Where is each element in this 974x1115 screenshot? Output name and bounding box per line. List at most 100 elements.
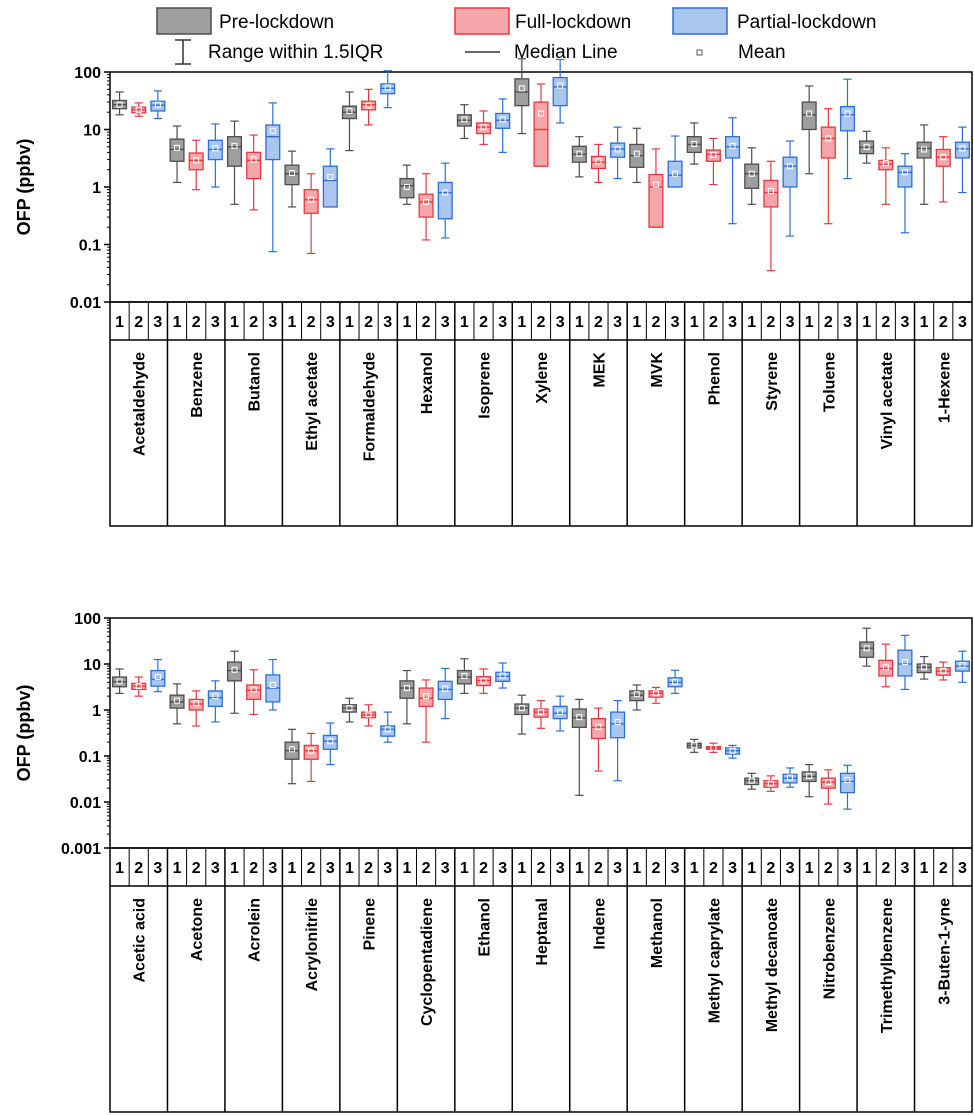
box-2-12 [841,79,855,178]
group-number-label: 1 [173,314,182,331]
group-number-label: 1 [173,860,182,877]
box-1-3 [304,733,318,781]
group-number-label: 2 [479,860,488,877]
box-2-9 [668,670,682,693]
legend-label-full: Full-lockdown [515,12,631,33]
box-1-7 [534,84,548,166]
group-number-label: 1 [345,314,354,331]
group-number-label: 2 [766,860,775,877]
group-number-label: 3 [383,314,392,331]
box-0-9 [630,685,644,710]
group-number-label: 1 [575,314,584,331]
group-number-label: 3 [958,314,967,331]
group-number-label: 2 [537,860,546,877]
box-body [189,153,203,170]
group-number-label: 2 [192,860,201,877]
y-tick-label: 0.001 [61,841,101,858]
box-1-1 [189,140,203,189]
group-number-label: 1 [230,314,239,331]
box-0-4 [343,92,357,151]
box-0-7 [515,695,529,734]
category-label: MVK [649,352,666,388]
legend-label-median: Median Line [514,42,618,63]
box-0-11 [745,148,759,204]
y-tick-label: 10 [83,657,101,674]
box-body [668,161,682,187]
group-number-label: 3 [153,314,162,331]
category-label: Butanol [247,352,264,412]
group-number-label: 3 [268,860,277,877]
category-label: Methyl decanoate [764,898,781,1032]
box-body [400,179,414,198]
group-number-label: 2 [307,860,316,877]
box-2-7 [553,59,567,122]
box-1-14 [936,137,950,202]
category-label: Ethyl acetate [304,352,321,451]
box-1-11 [764,776,778,792]
legend: Pre-lockdown Full-lockdown Partial-lockd… [157,8,876,64]
box-body [821,127,835,158]
group-number-label: 2 [594,860,603,877]
category-label: Methanol [649,898,666,968]
box-body [247,152,261,178]
box-0-3 [285,729,299,783]
box-1-13 [879,148,893,204]
box-body [304,745,318,759]
box-0-6 [457,105,471,139]
group-number-label: 1 [920,314,929,331]
group-number-label: 3 [843,860,852,877]
box-0-6 [457,659,471,694]
box-0-1 [170,684,184,724]
group-number-label: 1 [517,314,526,331]
box-1-9 [649,149,663,227]
box-2-5 [438,668,452,718]
category-label: Isoprene [477,352,494,419]
box-0-2 [228,121,242,204]
group-number-label: 1 [517,860,526,877]
group-number-label: 2 [824,314,833,331]
box-1-6 [477,111,491,144]
box-body [438,182,452,218]
group-number-label: 3 [613,860,622,877]
box-body [228,137,242,167]
category-label: Toluene [821,352,838,412]
y-tick-label: 0.1 [79,238,101,255]
box-0-2 [228,651,242,713]
group-number-label: 1 [690,860,699,877]
category-table [110,302,972,526]
box-1-11 [764,161,778,270]
group-number-label: 2 [939,314,948,331]
category-label: Acetone [189,898,206,961]
box-2-11 [783,768,797,787]
legend-swatch-partial [673,8,727,34]
category-label: Acetic acid [132,898,149,982]
group-number-label: 2 [307,314,316,331]
box-2-1 [208,124,222,187]
box-1-10 [707,743,721,752]
category-label: Styrene [764,352,781,411]
y-axis-label: OFP (ppbv) [14,685,34,782]
box-body [898,166,912,187]
group-number-label: 3 [786,860,795,877]
group-number-label: 2 [939,860,948,877]
box-body [917,142,931,158]
box-0-14 [917,125,931,204]
category-label: Methyl caprylate [706,898,723,1023]
box-1-0 [132,103,146,116]
box-0-0 [113,92,127,115]
category-label: Acetaldehyde [132,352,149,456]
box-body [879,160,893,169]
box-body [841,107,855,131]
group-number-label: 1 [862,860,871,877]
box-2-8 [611,701,625,781]
box-body [323,166,337,207]
panel-top: 0.010.1110100OFP (ppbv)1 2 3Acetaldehyde1 2… [14,59,972,526]
box-1-12 [821,770,835,804]
box-0-4 [343,698,357,722]
box-body [592,719,606,739]
category-label: Xylene [534,352,551,404]
group-number-label: 2 [422,860,431,877]
category-label: Phenol [706,352,723,405]
group-number-label: 2 [594,314,603,331]
